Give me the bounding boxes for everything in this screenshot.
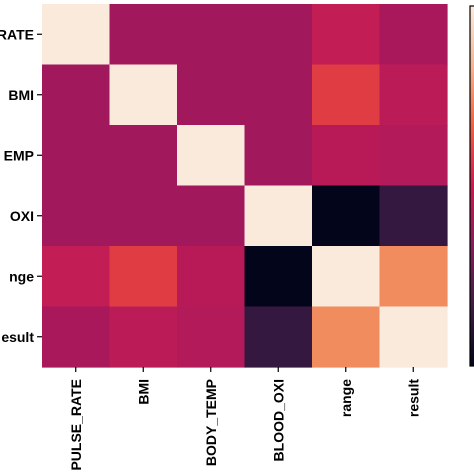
heatmap-cell-result-range [312, 306, 381, 368]
heatmap-cell-BLOOD_OXI-result [379, 185, 448, 247]
heatmap-cell-BMI-BMI [109, 64, 178, 126]
heatmap-cell-BLOOD_OXI-PULSE_RATE [42, 185, 111, 247]
heatmap-cell-result-PULSE_RATE [42, 306, 111, 368]
heatmap-cell-BODY_TEMP-PULSE_RATE [42, 125, 111, 187]
heatmap-cell-result-BMI [109, 306, 178, 368]
heatmap-cell-PULSE_RATE-result [379, 4, 448, 66]
x-tick-label: BMI [135, 379, 151, 405]
y-tick-label: nge [9, 268, 34, 284]
x-tick-label: PULSE_RATE [68, 379, 84, 471]
heatmap-cell-BLOOD_OXI-BODY_TEMP [177, 185, 246, 247]
x-tick-label: BLOOD_OXI [270, 379, 286, 461]
y-axis: RATE BMI EMP OXI nge esult [0, 26, 42, 345]
heatmap-cell-range-BMI [109, 246, 178, 308]
heatmap-cell-PULSE_RATE-range [312, 4, 381, 66]
heatmap-cell-BMI-range [312, 64, 381, 126]
heatmap-cell-BODY_TEMP-range [312, 125, 381, 187]
y-tick-label: RATE [0, 26, 34, 42]
x-axis: PULSE_RATE BMI BODY_TEMP BLOOD_OXI range resu… [68, 367, 421, 471]
colorbar-gradient [469, 5, 474, 367]
heatmap-cell-BODY_TEMP-BLOOD_OXI [244, 125, 313, 187]
heatmap-cell-BODY_TEMP-BMI [109, 125, 178, 187]
heatmap-cell-range-PULSE_RATE [42, 246, 111, 308]
heatmap-cell-PULSE_RATE-BMI [109, 4, 178, 66]
heatmap-cell-BODY_TEMP-BODY_TEMP [177, 125, 246, 187]
colorbar [469, 5, 474, 367]
heatmap-cell-BMI-BLOOD_OXI [244, 64, 313, 126]
heatmap-cell-BLOOD_OXI-BLOOD_OXI [244, 185, 313, 247]
heatmap-cell-result-BLOOD_OXI [244, 306, 313, 368]
y-tick-label: OXI [10, 208, 34, 224]
heatmap-cell-BODY_TEMP-result [379, 125, 448, 187]
heatmap-cell-BMI-result [379, 64, 448, 126]
x-tick-label: result [405, 379, 421, 417]
heatmap-cell-range-BODY_TEMP [177, 246, 246, 308]
heatmap-cell-result-BODY_TEMP [177, 306, 246, 368]
heatmap-cell-PULSE_RATE-BLOOD_OXI [244, 4, 313, 66]
heatmap-cell-range-BLOOD_OXI [244, 246, 313, 308]
heatmap-cell-BMI-BODY_TEMP [177, 64, 246, 126]
x-tick-label: range [338, 379, 354, 417]
y-tick-label: esult [1, 329, 34, 345]
heatmap-cell-range-range [312, 246, 381, 308]
heatmap-cell-BMI-PULSE_RATE [42, 64, 111, 126]
heatmap-cell-PULSE_RATE-PULSE_RATE [42, 4, 111, 66]
heatmap-cell-result-result [379, 306, 448, 368]
heatmap-cell-BLOOD_OXI-BMI [109, 185, 178, 247]
x-tick-label: BODY_TEMP [203, 379, 219, 466]
y-tick-label: EMP [4, 147, 34, 163]
y-tick-label: BMI [8, 87, 34, 103]
heatmap-cells [42, 4, 448, 368]
heatmap-cell-PULSE_RATE-BODY_TEMP [177, 4, 246, 66]
heatmap-cell-range-result [379, 246, 448, 308]
heatmap-cell-BLOOD_OXI-range [312, 185, 381, 247]
